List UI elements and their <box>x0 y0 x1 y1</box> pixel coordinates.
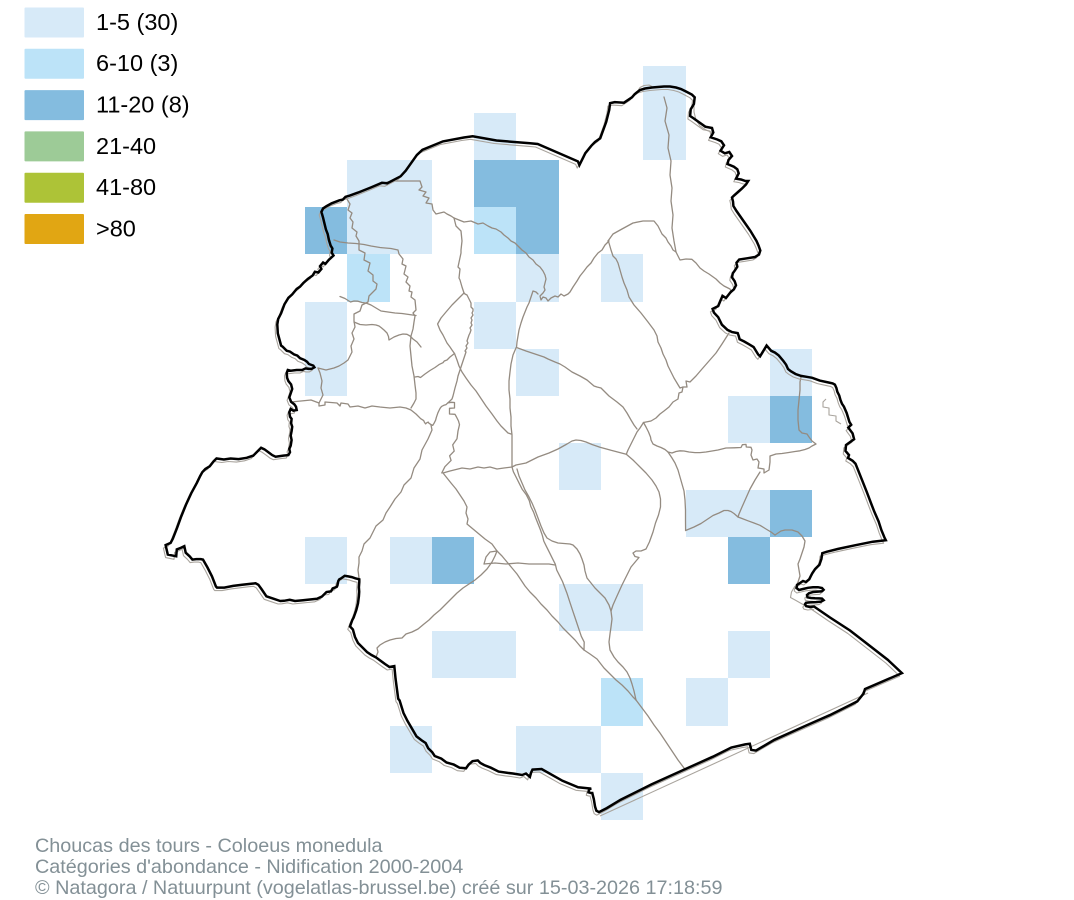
svg-text:Catégories d'abondance - Nidif: Catégories d'abondance - Nidification 20… <box>35 856 463 878</box>
svg-text:Choucas des tours - Coloeus mo: Choucas des tours - Coloeus monedula <box>35 835 382 857</box>
svg-text:>80: >80 <box>96 215 136 241</box>
svg-text:11-20 (8): 11-20 (8) <box>96 92 190 118</box>
svg-text:21-40: 21-40 <box>96 133 156 159</box>
svg-text:1-5 (30): 1-5 (30) <box>96 9 178 35</box>
svg-text:41-80: 41-80 <box>96 174 156 200</box>
svg-text:6-10 (3): 6-10 (3) <box>96 50 178 76</box>
svg-text:© Natagora / Natuurpunt (vogel: © Natagora / Natuurpunt (vogelatlas-brus… <box>35 877 723 899</box>
